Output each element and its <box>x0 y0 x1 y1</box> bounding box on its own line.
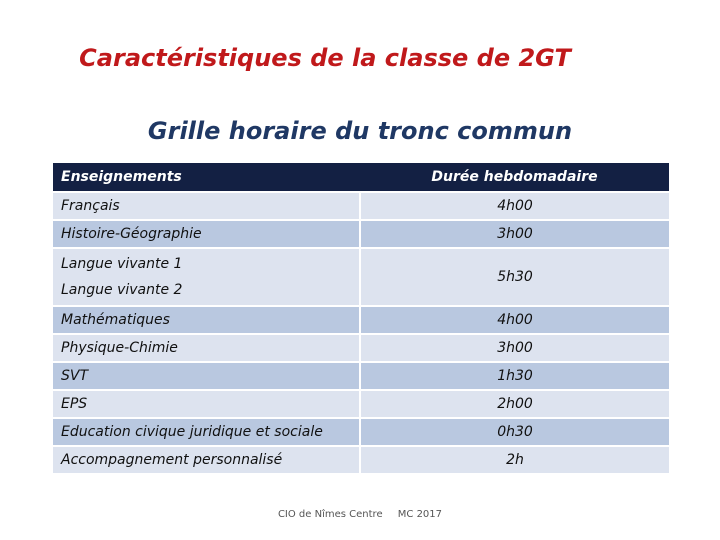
duration-cell: 1h30 <box>359 362 669 391</box>
subject-cell: Physique-Chimie <box>53 334 360 363</box>
table-row: Physique-Chimie 3h00 <box>53 334 669 363</box>
footer-author: MC 2017 <box>397 509 443 520</box>
page-title: Caractéristiques de la classe de 2GT <box>79 44 571 72</box>
subject-cell: Accompagnement personnalisé <box>53 446 360 473</box>
duration-cell: 0h30 <box>359 418 669 447</box>
table-row: Education civique juridique et sociale 0… <box>53 418 669 447</box>
subject-line: Langue vivante 1 <box>61 256 183 272</box>
table-header-row: Enseignements Durée hebdomadaire <box>53 163 669 193</box>
table-row: EPS 2h00 <box>53 390 669 419</box>
subject-cell: Education civique juridique et sociale <box>53 418 360 447</box>
table-row: Accompagnement personnalisé 2h <box>53 446 669 473</box>
duration-cell: 2h <box>359 446 669 473</box>
column-header-duration: Durée hebdomadaire <box>360 163 669 193</box>
table-row: Français 4h00 <box>53 192 669 221</box>
duration-cell: 3h00 <box>359 334 669 363</box>
subject-cell: Français <box>53 192 360 221</box>
duration-cell: 3h00 <box>359 220 669 249</box>
page-footer: CIO de Nîmes Centre MC 2017 <box>0 509 720 520</box>
duration-cell: 4h00 <box>359 192 669 221</box>
subject-cell: EPS <box>53 390 360 419</box>
subject-cell: SVT <box>53 362 360 391</box>
subject-cell: Histoire-Géographie <box>53 220 360 249</box>
duration-cell: 4h00 <box>359 306 669 335</box>
column-header-subject: Enseignements <box>53 163 360 193</box>
duration-cell: 2h00 <box>359 390 669 419</box>
subject-line: Langue vivante 2 <box>61 282 183 298</box>
table-row: SVT 1h30 <box>53 362 669 391</box>
table-row: Mathématiques 4h00 <box>53 306 669 335</box>
schedule-table: Enseignements Durée hebdomadaire Françai… <box>53 163 669 473</box>
duration-cell: 5h30 <box>359 248 669 307</box>
table-title: Grille horaire du tronc commun <box>147 117 573 145</box>
table-row: Histoire-Géographie 3h00 <box>53 220 669 249</box>
footer-source: CIO de Nîmes Centre <box>277 509 383 520</box>
subject-cell: Langue vivante 1 Langue vivante 2 <box>53 248 360 307</box>
subject-cell: Mathématiques <box>53 306 360 335</box>
table-row: Langue vivante 1 Langue vivante 2 5h30 <box>53 248 669 307</box>
